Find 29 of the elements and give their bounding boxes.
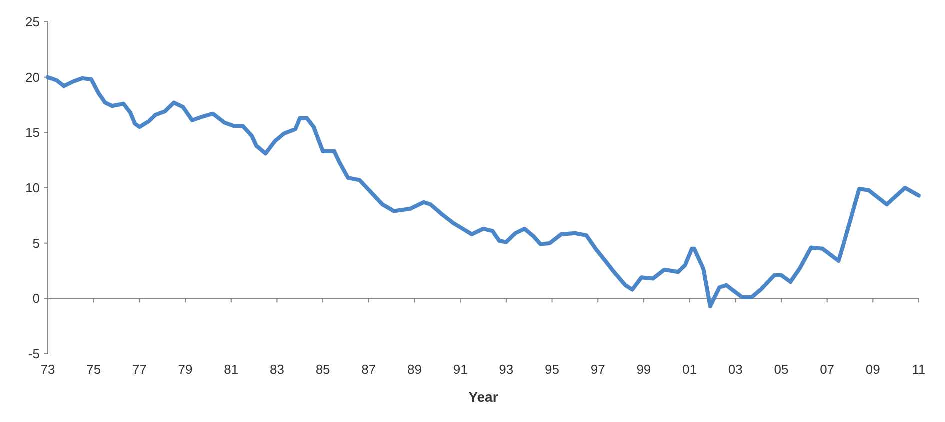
y-tick-label: 15	[26, 125, 40, 140]
x-tick-label: 09	[866, 362, 880, 377]
line-series	[46, 75, 921, 308]
x-tick-label: 73	[40, 362, 56, 377]
x-tick-label: 89	[408, 362, 422, 377]
y-tick-label: 0	[32, 291, 40, 306]
x-tick-label: 97	[590, 362, 606, 377]
y-tick-label: 20	[26, 70, 40, 85]
y-tick-label: 5	[32, 236, 40, 251]
x-tick-label: 79	[178, 362, 193, 377]
x-tick-label: 85	[316, 362, 330, 377]
x-tick-label: 83	[270, 362, 284, 377]
x-tick-label: 05	[774, 362, 789, 377]
x-tick-label: 01	[682, 362, 698, 377]
x-tick-label: 03	[728, 362, 743, 377]
x-tick-label: 93	[499, 362, 514, 377]
x-tick-label: 87	[362, 362, 376, 377]
x-tick-label: 91	[453, 362, 468, 377]
x-tick-label: 75	[86, 362, 102, 377]
x-tick-label: 99	[636, 362, 652, 377]
x-tick-label: 11	[912, 362, 926, 377]
x-tick-label: 77	[132, 362, 147, 377]
y-tick-label: 10	[26, 180, 40, 196]
y-tick-label: -5	[28, 346, 40, 362]
x-tick-label: 95	[545, 362, 560, 377]
x-tick-label: 81	[224, 362, 239, 377]
x-tick-label: 07	[820, 362, 835, 377]
x-axis-title: Year	[468, 389, 499, 405]
y-tick-label: 25	[26, 14, 40, 30]
